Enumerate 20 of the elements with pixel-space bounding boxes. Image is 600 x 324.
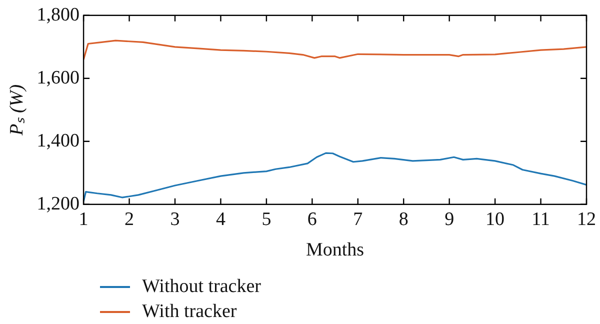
x-tick-label: 11	[532, 208, 550, 230]
x-axis-title: Months	[306, 240, 364, 261]
y-tick-label: 1,600	[36, 67, 80, 88]
x-tick-label: 7	[353, 208, 363, 230]
legend-label: Without tracker	[142, 275, 261, 299]
x-tick-label: 1	[78, 208, 88, 230]
x-tick-label: 6	[307, 208, 317, 230]
x-tick-label: 2	[124, 208, 134, 230]
y-tick-label: 1,400	[36, 130, 80, 152]
x-tick-label: 5	[262, 208, 272, 230]
x-tick-label: 8	[398, 208, 408, 230]
x-tick-label: 3	[170, 208, 180, 230]
y-tick-label: 1,800	[36, 4, 80, 26]
y-axis-title: Pₛ (W)	[6, 84, 28, 136]
x-tick-label: 9	[444, 208, 454, 230]
y-tick-label: 1,200	[36, 193, 80, 214]
x-tick-label: 4	[216, 208, 226, 230]
x-tick-label: 12	[577, 208, 596, 230]
x-tick-label: 10	[486, 208, 505, 230]
legend-label: With tracker	[142, 300, 237, 324]
